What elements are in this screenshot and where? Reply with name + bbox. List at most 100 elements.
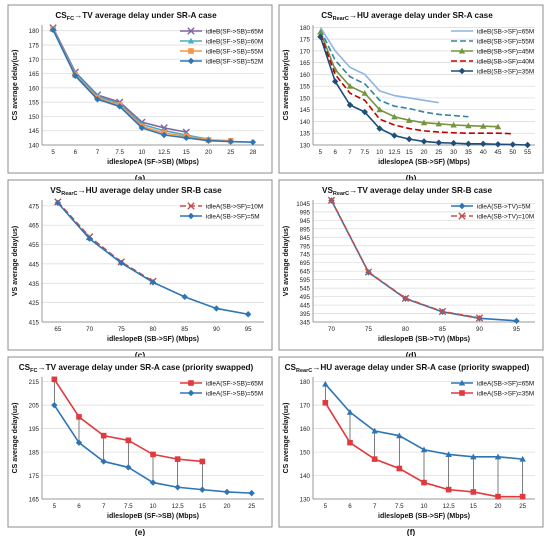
x-tick-label: 20	[224, 503, 231, 510]
x-tick-label: 80	[150, 326, 157, 333]
x-axis-label: idleslopeB (SB->SF) (Mbps)	[378, 513, 470, 520]
legend-marker	[188, 48, 194, 54]
y-axis-label: CS average delay(us)	[12, 50, 19, 121]
data-point	[420, 119, 428, 126]
data-point	[327, 196, 336, 205]
x-tick-label: 7.5	[395, 503, 404, 510]
y-tick-label: 845	[300, 235, 311, 242]
series-1	[51, 376, 206, 465]
panel-caption: (f)	[407, 527, 416, 536]
y-tick-label: 150	[300, 450, 311, 457]
y-tick-label: 165	[29, 71, 40, 78]
legend-marker	[458, 379, 466, 386]
x-tick-label: 10	[138, 149, 145, 156]
series-line	[319, 29, 469, 118]
data-point	[494, 123, 502, 130]
chart-title: CSRearC→HU average delay under SR-A case…	[285, 363, 530, 374]
y-tick-label: 160	[300, 72, 311, 79]
x-tick-label: 25	[435, 149, 442, 156]
legend-marker	[458, 212, 466, 220]
data-point	[519, 493, 526, 500]
y-tick-label: 140	[300, 119, 311, 126]
legend-label: idleB(SF->SB)=52M	[206, 58, 263, 65]
data-point	[150, 451, 156, 458]
data-point	[181, 293, 188, 301]
data-point	[396, 465, 403, 472]
x-tick-label: 15	[183, 149, 190, 156]
y-tick-label: 170	[300, 403, 311, 410]
data-point	[519, 455, 526, 462]
x-tick-label: 6	[348, 503, 352, 510]
data-point	[205, 137, 212, 144]
x-tick-label: 12.5	[158, 149, 171, 156]
legend-label: idleA(SB->SF)=35M	[477, 390, 534, 397]
y-tick-label: 150	[29, 114, 40, 121]
data-point	[438, 307, 447, 316]
y-tick-label: 445	[29, 261, 40, 268]
x-tick-label: 95	[513, 326, 520, 333]
x-tick-label: 5	[319, 149, 323, 156]
data-point	[376, 106, 383, 113]
x-tick-label: 5	[324, 503, 328, 510]
legend-label: idleA(SF->SB)=55M	[206, 390, 263, 397]
data-point	[100, 432, 107, 439]
x-tick-label: 12.5	[388, 149, 401, 156]
series-line	[52, 29, 253, 143]
y-tick-label: 140	[29, 143, 40, 150]
legend-label: idleA(SB->SF)=10M	[206, 203, 263, 210]
y-tick-label: 645	[300, 269, 311, 276]
x-axis-label: idleslopeB (SB->SF) (Mbps)	[107, 336, 199, 343]
y-tick-label: 130	[300, 143, 311, 150]
x-tick-label: 7.5	[115, 149, 124, 156]
data-point	[51, 376, 58, 383]
title-main: CS	[55, 11, 67, 20]
data-point	[199, 486, 206, 493]
y-tick-label: 170	[300, 48, 311, 55]
title-sub: RearC	[296, 368, 312, 374]
data-point	[49, 26, 57, 34]
x-tick-label: 28	[249, 149, 256, 156]
data-point	[227, 138, 234, 145]
y-tick-label: 425	[29, 300, 40, 307]
data-point	[54, 199, 62, 207]
x-tick-label: 25	[248, 503, 255, 510]
data-point	[480, 122, 487, 129]
legend: idleA(SB->SF)=10M idleA(SB->SF)=5M	[180, 202, 263, 220]
data-point	[475, 314, 484, 322]
y-tick-label: 155	[300, 84, 311, 91]
x-tick-label: 65	[54, 326, 61, 333]
legend: idleA(SB->TV)=5M idleA(SB->TV)=10M	[451, 202, 534, 220]
legend-marker	[187, 212, 195, 220]
x-tick-label: 70	[328, 326, 335, 333]
data-point	[509, 141, 516, 148]
series-5	[317, 33, 531, 149]
x-tick-label: 35	[465, 149, 472, 156]
y-tick-label: 175	[300, 37, 311, 44]
y-tick-label: 195	[29, 426, 40, 433]
x-tick-label: 80	[402, 326, 409, 333]
y-tick-label: 140	[300, 473, 311, 480]
chart-panel-d: VSRearC→TV average delay under SR-B case…	[278, 179, 544, 360]
x-axis-label: idleslopeA (SF->SB) (Mbps)	[107, 159, 199, 166]
x-tick-label: 70	[86, 326, 93, 333]
legend-marker	[187, 57, 195, 65]
data-point	[465, 122, 472, 129]
x-axis-label: idleslopeB (SF->SB) (Mbps)	[107, 513, 199, 520]
x-tick-label: 6	[333, 149, 337, 156]
y-tick-label: 180	[29, 28, 40, 35]
y-tick-label: 160	[29, 85, 40, 92]
y-tick-label: 180	[300, 25, 311, 32]
y-axis-label: VS average delay(us)	[283, 226, 290, 296]
legend-marker	[187, 37, 195, 44]
chart-title: CSRearC→HU average delay under SR-A case	[321, 11, 493, 22]
x-tick-label: 20	[421, 149, 428, 156]
y-tick-label: 455	[29, 242, 40, 249]
data-point	[317, 28, 324, 35]
x-tick-label: 5	[51, 149, 55, 156]
y-tick-label: 495	[300, 294, 311, 301]
legend-marker	[187, 27, 195, 35]
data-point	[435, 120, 442, 127]
title-rest: →HU average delay under SR-A case	[349, 11, 493, 20]
series-line	[52, 28, 209, 141]
y-tick-label: 745	[300, 252, 311, 259]
